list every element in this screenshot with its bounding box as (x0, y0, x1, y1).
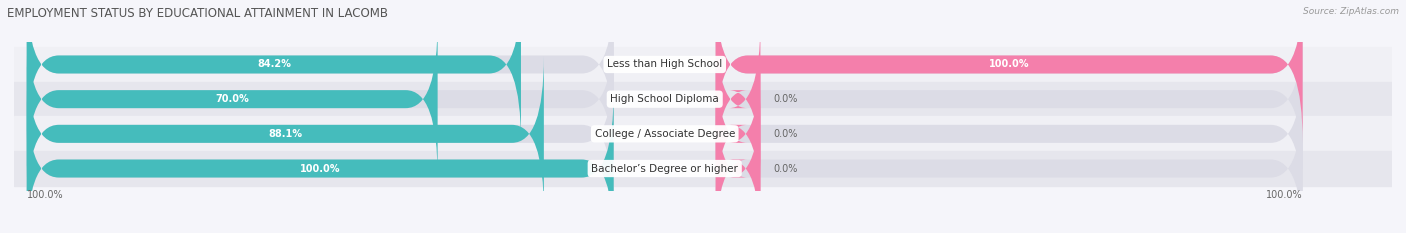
FancyBboxPatch shape (27, 56, 613, 212)
Text: 84.2%: 84.2% (257, 59, 291, 69)
Text: 88.1%: 88.1% (269, 129, 302, 139)
Bar (14, 116, 1392, 151)
FancyBboxPatch shape (716, 0, 1302, 142)
Bar (14, 151, 1392, 186)
FancyBboxPatch shape (716, 0, 1302, 142)
Text: Bachelor’s Degree or higher: Bachelor’s Degree or higher (592, 164, 738, 174)
Text: 100.0%: 100.0% (27, 190, 63, 200)
Text: High School Diploma: High School Diploma (610, 94, 718, 104)
Text: College / Associate Degree: College / Associate Degree (595, 129, 735, 139)
FancyBboxPatch shape (716, 21, 1302, 177)
FancyBboxPatch shape (27, 0, 522, 142)
Text: 0.0%: 0.0% (773, 129, 797, 139)
FancyBboxPatch shape (716, 56, 761, 212)
FancyBboxPatch shape (27, 56, 544, 212)
FancyBboxPatch shape (716, 21, 761, 177)
FancyBboxPatch shape (27, 91, 613, 233)
FancyBboxPatch shape (716, 91, 761, 233)
FancyBboxPatch shape (716, 56, 1302, 212)
Text: 100.0%: 100.0% (299, 164, 340, 174)
FancyBboxPatch shape (27, 21, 437, 177)
Text: 70.0%: 70.0% (215, 94, 249, 104)
FancyBboxPatch shape (716, 91, 1302, 233)
FancyBboxPatch shape (27, 91, 613, 233)
Text: 100.0%: 100.0% (1265, 190, 1302, 200)
Bar (14, 47, 1392, 82)
Text: EMPLOYMENT STATUS BY EDUCATIONAL ATTAINMENT IN LACOMB: EMPLOYMENT STATUS BY EDUCATIONAL ATTAINM… (7, 7, 388, 20)
Text: 0.0%: 0.0% (773, 94, 797, 104)
Text: 0.0%: 0.0% (773, 164, 797, 174)
Bar (14, 82, 1392, 116)
FancyBboxPatch shape (27, 0, 613, 142)
Text: Less than High School: Less than High School (607, 59, 723, 69)
FancyBboxPatch shape (27, 21, 613, 177)
Text: Source: ZipAtlas.com: Source: ZipAtlas.com (1303, 7, 1399, 16)
Text: 100.0%: 100.0% (988, 59, 1029, 69)
